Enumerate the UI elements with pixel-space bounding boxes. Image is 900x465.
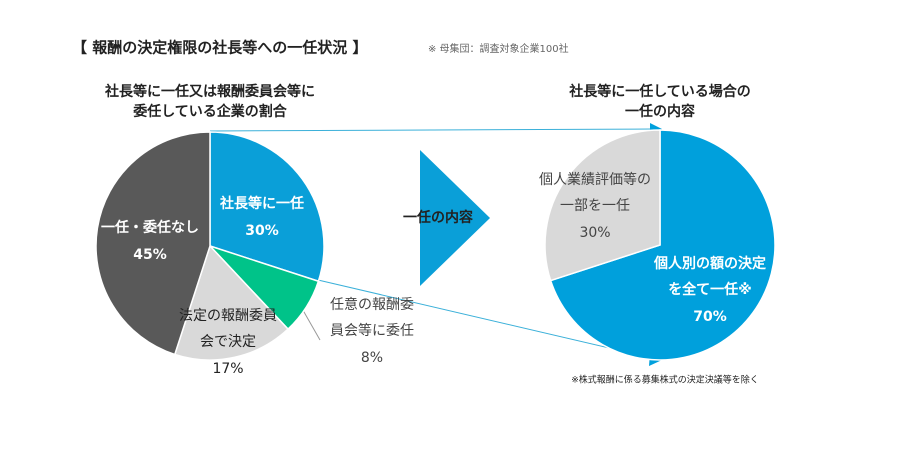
- pie-title: 一任の内容: [625, 103, 695, 120]
- pie-title: 委任している企業の割合: [132, 103, 288, 120]
- pie-slice: [209, 131, 325, 283]
- value-label: 70%: [693, 309, 727, 325]
- slice-label: 任意の報酬委: [330, 296, 414, 313]
- slice-label: 一部を一任: [560, 198, 630, 214]
- center-label: 一任の内容: [403, 209, 473, 226]
- chart-subtitle: ※ 母集団：調査対象企業100社: [428, 42, 569, 55]
- value-label: 45%: [133, 247, 167, 263]
- pie-slice: [544, 129, 661, 282]
- value-label: 30%: [245, 223, 279, 239]
- footnote: ※株式報酬に係る募集株式の決定決議等を除く: [571, 374, 759, 386]
- slice-label: 個人業績評価等の: [539, 171, 651, 188]
- slice-label: 法定の報酬委員: [179, 308, 277, 324]
- chart-title: 【 報酬の決定権限の社長等への一任状況 】: [72, 39, 367, 57]
- center-arrow: [420, 150, 490, 286]
- slice-label: 一任・委任なし: [101, 219, 199, 236]
- pie-slice: [549, 129, 776, 361]
- value-label: 17%: [212, 361, 243, 377]
- slice-label: 員会等に委任: [330, 322, 414, 339]
- pie-slice: [173, 244, 290, 361]
- value-label: 30%: [579, 225, 610, 241]
- pie-title: 社長等に一任又は報酬委員会等に: [104, 83, 315, 100]
- slice-label: を全て一任※: [668, 281, 752, 298]
- connector-line: [317, 279, 653, 359]
- connector-line: [209, 128, 653, 132]
- slice-label: 社長等に一任: [219, 195, 304, 212]
- value-label: 8%: [361, 350, 383, 366]
- slice-label: 会で決定: [200, 334, 256, 350]
- slice-label: 個人別の額の決定: [653, 255, 766, 272]
- pie-slice: [95, 131, 211, 356]
- pie-title: 社長等に一任している場合の: [568, 83, 751, 100]
